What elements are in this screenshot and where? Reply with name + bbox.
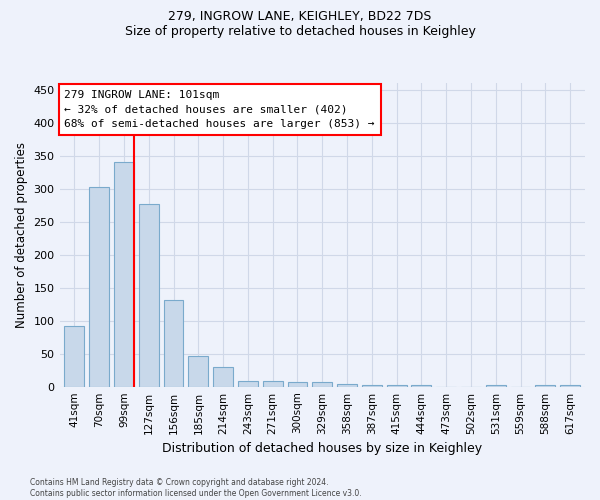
Text: Contains HM Land Registry data © Crown copyright and database right 2024.
Contai: Contains HM Land Registry data © Crown c… <box>30 478 362 498</box>
Bar <box>64 326 85 386</box>
Bar <box>337 384 357 386</box>
Bar <box>188 356 208 386</box>
Text: 279 INGROW LANE: 101sqm
← 32% of detached houses are smaller (402)
68% of semi-d: 279 INGROW LANE: 101sqm ← 32% of detache… <box>64 90 375 129</box>
Y-axis label: Number of detached properties: Number of detached properties <box>15 142 28 328</box>
Bar <box>287 382 307 386</box>
Text: 279, INGROW LANE, KEIGHLEY, BD22 7DS
Size of property relative to detached house: 279, INGROW LANE, KEIGHLEY, BD22 7DS Siz… <box>125 10 475 38</box>
Bar <box>486 384 506 386</box>
Bar <box>164 300 184 386</box>
Bar <box>139 204 158 386</box>
Bar <box>238 380 258 386</box>
Bar <box>89 188 109 386</box>
Bar <box>213 367 233 386</box>
Bar <box>560 384 580 386</box>
Bar <box>313 382 332 386</box>
Bar <box>114 162 134 386</box>
Bar <box>263 380 283 386</box>
X-axis label: Distribution of detached houses by size in Keighley: Distribution of detached houses by size … <box>162 442 482 455</box>
